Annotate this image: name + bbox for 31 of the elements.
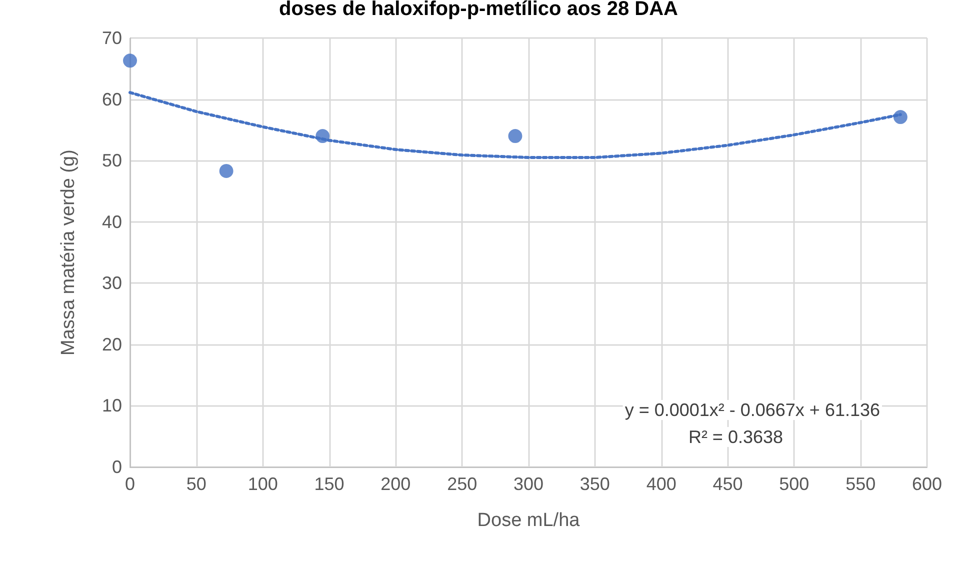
x-tick-label: 450 — [712, 474, 743, 494]
y-tick-label: 0 — [112, 457, 122, 477]
chart-title: doses de haloxifop-p-metílico aos 28 DAA — [279, 0, 678, 20]
x-tick-label: 0 — [124, 474, 136, 494]
point — [316, 129, 330, 144]
point — [893, 110, 908, 124]
x-tick-label: 300 — [513, 474, 544, 494]
x-tick-label: 550 — [846, 474, 876, 494]
x-tick-label: 150 — [314, 474, 344, 494]
y-tick-label: 70 — [102, 28, 122, 48]
y-tick-label: 20 — [102, 334, 122, 354]
y-tick-label: 10 — [102, 396, 122, 416]
point — [508, 129, 522, 144]
point — [123, 54, 137, 68]
x-tick-label: 600 — [912, 474, 942, 494]
x-tick-label: 350 — [580, 474, 610, 494]
x-tick-label: 50 — [186, 474, 206, 494]
x-tick-label: 200 — [380, 474, 411, 494]
annotation: y = 0.0001x² - 0.0667x + 61.136 — [624, 400, 880, 420]
point — [219, 164, 234, 178]
y-tick-label: 30 — [102, 273, 122, 294]
y-tick-label: 60 — [102, 89, 122, 110]
x-tick-label: 400 — [646, 474, 676, 494]
x-tick-label: 500 — [779, 474, 810, 494]
y-tick-label: 50 — [102, 150, 122, 171]
annotation: R² = 0.3638 — [688, 427, 783, 447]
x-axis-title: Dose mL/ha — [477, 510, 580, 531]
y-axis-title: Massa matéria verde (g) — [58, 150, 79, 356]
y-tick-label: 40 — [102, 212, 122, 232]
x-tick-label: 100 — [248, 474, 278, 494]
x-tick-label: 250 — [447, 474, 478, 494]
